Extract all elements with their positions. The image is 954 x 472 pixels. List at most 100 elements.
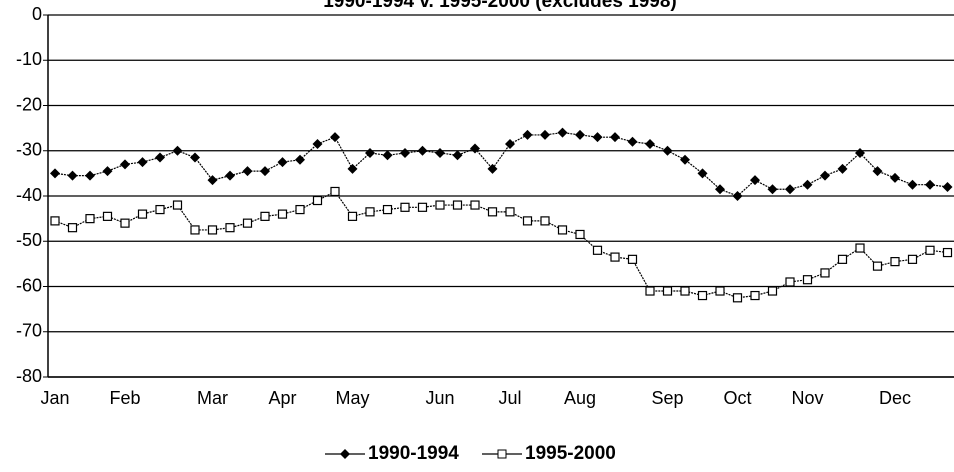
point bbox=[347, 211, 358, 221]
point bbox=[295, 204, 305, 215]
point bbox=[277, 209, 288, 219]
point bbox=[872, 166, 883, 177]
point bbox=[50, 216, 60, 226]
point bbox=[382, 150, 393, 161]
point bbox=[85, 170, 95, 181]
x-tick-label: Dec bbox=[879, 388, 911, 408]
point bbox=[942, 247, 953, 258]
point bbox=[242, 218, 253, 228]
point bbox=[925, 245, 935, 255]
point bbox=[400, 202, 410, 212]
point bbox=[837, 163, 848, 174]
point bbox=[575, 229, 585, 240]
y-tick-label: -50 bbox=[16, 230, 42, 250]
point bbox=[890, 172, 900, 183]
point bbox=[190, 225, 200, 235]
point bbox=[627, 254, 638, 264]
series-line bbox=[54, 132, 948, 197]
point bbox=[137, 209, 148, 219]
point bbox=[417, 145, 428, 156]
point bbox=[435, 148, 445, 159]
point bbox=[697, 168, 708, 179]
point bbox=[610, 132, 620, 143]
point bbox=[662, 145, 673, 156]
point bbox=[522, 129, 533, 140]
series-line bbox=[54, 190, 948, 299]
point bbox=[785, 277, 795, 287]
point bbox=[120, 159, 130, 170]
point bbox=[802, 275, 813, 285]
point bbox=[855, 148, 865, 159]
point bbox=[557, 225, 568, 235]
chart-title: 1990-1994 v. 1995-2000 (excludes 1998) bbox=[323, 0, 677, 12]
point bbox=[820, 268, 830, 278]
point bbox=[732, 191, 743, 201]
point bbox=[120, 218, 130, 228]
point bbox=[400, 148, 410, 159]
point bbox=[785, 184, 795, 195]
point bbox=[767, 286, 778, 296]
point bbox=[540, 216, 550, 226]
point bbox=[312, 138, 323, 149]
point bbox=[662, 286, 673, 296]
x-tick-label: Feb bbox=[109, 388, 140, 408]
point bbox=[102, 211, 113, 221]
point bbox=[680, 154, 690, 165]
x-tick-label: Jun bbox=[425, 388, 454, 408]
y-tick-label: 0 bbox=[32, 4, 42, 24]
point bbox=[470, 143, 480, 154]
point bbox=[575, 129, 585, 140]
point bbox=[85, 214, 95, 224]
point bbox=[820, 170, 830, 181]
point bbox=[277, 157, 288, 168]
point bbox=[907, 179, 918, 190]
point bbox=[330, 132, 340, 143]
point bbox=[890, 257, 900, 267]
point bbox=[365, 148, 375, 159]
x-tick-label: Sep bbox=[651, 388, 683, 408]
point bbox=[522, 216, 533, 226]
point bbox=[872, 261, 883, 271]
point bbox=[855, 243, 865, 253]
point bbox=[295, 154, 305, 165]
point bbox=[767, 184, 778, 195]
point bbox=[330, 186, 340, 197]
point bbox=[505, 207, 515, 217]
point bbox=[347, 163, 358, 174]
point bbox=[925, 179, 935, 190]
legend-label: 1990-1994 bbox=[368, 443, 459, 464]
point bbox=[907, 254, 918, 264]
point bbox=[382, 204, 393, 215]
point bbox=[645, 286, 655, 296]
point bbox=[557, 127, 568, 138]
point bbox=[487, 163, 498, 174]
point bbox=[312, 195, 323, 206]
point bbox=[942, 181, 953, 192]
point bbox=[750, 175, 760, 186]
y-tick-label: -70 bbox=[16, 321, 42, 341]
point bbox=[260, 166, 270, 177]
y-tick-label: -20 bbox=[16, 94, 42, 114]
point bbox=[225, 170, 235, 181]
point bbox=[697, 290, 708, 301]
point bbox=[155, 204, 165, 215]
point bbox=[207, 225, 218, 235]
point bbox=[67, 170, 78, 181]
x-tick-label: Mar bbox=[197, 388, 228, 408]
point bbox=[225, 223, 235, 233]
point bbox=[540, 129, 550, 140]
point bbox=[802, 179, 813, 190]
point bbox=[627, 136, 638, 147]
point bbox=[452, 150, 463, 161]
y-tick-label: -10 bbox=[16, 49, 42, 69]
point bbox=[750, 290, 760, 301]
y-tick-label: -80 bbox=[16, 366, 42, 386]
point bbox=[172, 200, 183, 210]
point bbox=[592, 245, 603, 255]
point bbox=[732, 293, 743, 303]
x-tick-label: Nov bbox=[791, 388, 823, 408]
point bbox=[207, 175, 218, 186]
point bbox=[137, 157, 148, 168]
point bbox=[837, 254, 848, 264]
